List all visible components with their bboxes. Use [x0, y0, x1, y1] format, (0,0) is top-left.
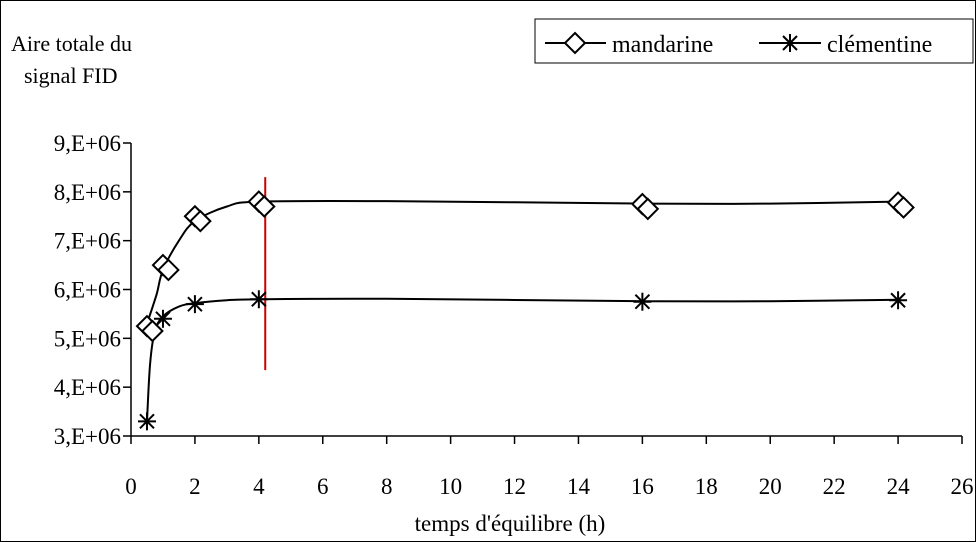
x-tick-label: 16	[631, 474, 654, 499]
x-tick-label: 18	[695, 474, 718, 499]
legend-marker-diamond	[563, 31, 587, 55]
data-point-clementine	[185, 295, 204, 314]
x-axis-label: temps d'équilibre (h)	[415, 511, 606, 536]
legend-box	[534, 18, 974, 64]
axes: 3,E+06 4,E+06 5,E+06 6,E+06 7,E+06 8,E+06 9,E+…	[54, 131, 974, 499]
legend-label-clementine: clémentine	[827, 32, 932, 58]
data-point-clementine	[633, 292, 652, 311]
y-tick-label: 4,E+06	[54, 375, 121, 400]
y-tick-label: 8,E+06	[54, 180, 121, 205]
x-tick-label: 2	[189, 474, 201, 499]
data-point-mandarine	[188, 209, 212, 233]
x-tick-label: 10	[439, 474, 462, 499]
data-point-clementine	[137, 412, 156, 431]
y-tick-label: 5,E+06	[54, 326, 121, 351]
x-tick-label: 26	[951, 474, 974, 499]
data-point-clementine	[153, 309, 172, 328]
x-tick-label: 24	[887, 474, 911, 499]
legend: mandarine clémentine	[534, 18, 974, 64]
legend-marker-asterisk	[781, 34, 799, 52]
y-tick-label: 7,E+06	[54, 229, 121, 254]
data-point-mandarine	[156, 258, 180, 282]
y-tick-label: 6,E+06	[54, 278, 121, 303]
data-point-clementine	[249, 290, 268, 309]
data-point-mandarine	[892, 196, 915, 219]
data-point-mandarine	[636, 197, 660, 221]
x-tick-label: 14	[567, 474, 591, 499]
x-tick-label: 0	[125, 474, 137, 499]
x-tick-label: 20	[759, 474, 782, 499]
legend-label-mandarine: mandarine	[612, 32, 713, 58]
y-axis-label-line-2: signal FID	[24, 63, 118, 88]
data-point-clementine	[889, 291, 908, 310]
data-point-mandarine	[140, 319, 164, 343]
data-markers	[135, 190, 915, 431]
x-tick-label: 6	[317, 474, 329, 499]
y-axis-label-line-1: Aire totale du	[11, 31, 132, 56]
x-tick-label: 8	[381, 474, 393, 499]
x-tick-label: 12	[503, 474, 526, 499]
x-tick-label: 4	[253, 474, 265, 499]
y-tick-label: 3,E+06	[54, 424, 121, 449]
x-tick-label: 22	[823, 474, 846, 499]
data-point-mandarine	[252, 195, 276, 218]
y-tick-label: 9,E+06	[54, 131, 121, 156]
